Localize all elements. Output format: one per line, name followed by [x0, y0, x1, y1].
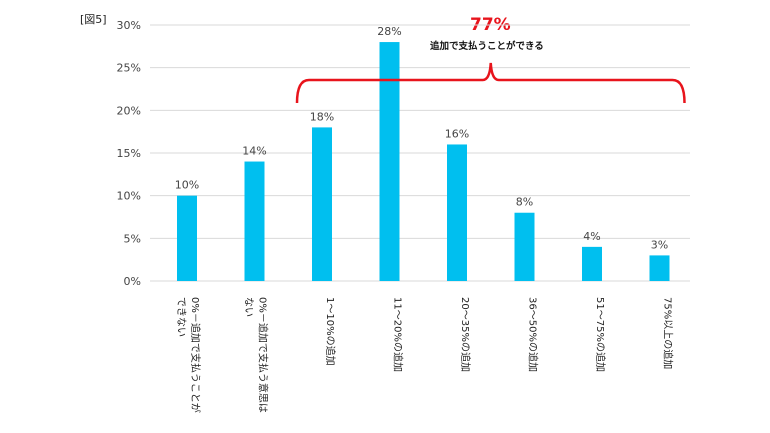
- bar-value-label: 28%: [377, 25, 401, 38]
- figure-label: [図5]: [80, 13, 107, 26]
- bar: [177, 195, 197, 281]
- x-category-label: 51～75%の追加: [594, 297, 607, 372]
- bar: [514, 212, 535, 281]
- x-category-label: 1～10%の追加: [324, 297, 337, 366]
- x-category-label: 36～50%の追加: [527, 297, 540, 372]
- bar-value-label: 4%: [583, 230, 600, 243]
- bar-value-label: 18%: [310, 110, 334, 123]
- bar-value-label: 3%: [651, 238, 668, 251]
- bar: [447, 144, 467, 281]
- bar: [244, 161, 265, 281]
- y-tick-label: 25%: [117, 62, 141, 75]
- x-category-label: 20～35%の追加: [459, 297, 472, 372]
- bar-value-label: 8%: [516, 196, 533, 209]
- y-tick-label: 0%: [124, 275, 141, 288]
- x-category-label: 0%－追加で支払う意思は: [257, 297, 270, 413]
- bar-value-label: 14%: [242, 145, 266, 158]
- y-tick-label: 20%: [117, 104, 141, 117]
- y-tick-label: 30%: [117, 19, 141, 32]
- grid-layer: [150, 24, 690, 282]
- annotation-text: 追加で支払うことができる: [430, 41, 544, 52]
- annotation-bracket: [295, 62, 686, 104]
- bar-value-label: 10%: [175, 179, 199, 192]
- x-category-label: 11～20%の追加: [392, 297, 405, 372]
- y-axis-ticks: 0% 5% 10% 15% 20% 25% 30%: [117, 19, 141, 288]
- bar-value-label: 16%: [445, 127, 469, 140]
- value-labels: 10% 14% 18% 28% 16% 8% 4% 3%: [175, 25, 668, 251]
- bar: [649, 255, 670, 281]
- bar: [312, 127, 332, 282]
- x-category-label: できない: [175, 297, 187, 337]
- bars: [177, 42, 670, 282]
- x-category-label: 75%以上の追加: [662, 297, 675, 369]
- y-tick-label: 15%: [117, 147, 141, 160]
- bar: [379, 42, 400, 281]
- x-category-label: 0%－追加で支払うことが: [189, 297, 202, 413]
- y-tick-label: 10%: [117, 190, 141, 203]
- y-tick-label: 5%: [124, 232, 141, 245]
- bar: [582, 246, 602, 281]
- x-category-label: ない: [243, 297, 255, 317]
